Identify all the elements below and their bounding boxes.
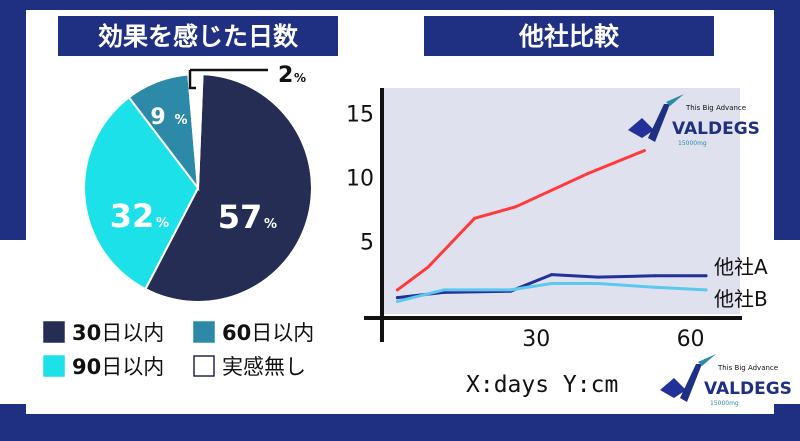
logo-dose: 15000mg: [678, 140, 707, 147]
y-tick-label-1: 5: [360, 230, 374, 255]
pie-value-suffix-1: %: [264, 217, 277, 232]
logo-dose: 15000mg: [710, 400, 739, 407]
legend-swatch-4: [193, 355, 215, 377]
legend-label-1: 30日以内: [72, 321, 164, 345]
comparison-title: 他社比較: [518, 22, 620, 51]
callout-suffix: %: [294, 71, 306, 85]
pie-title: 効果を感じた日数: [98, 22, 299, 51]
legend-number: 90: [72, 355, 101, 379]
pie-value-suffix-3: %: [175, 113, 188, 128]
series-2-point-5: [596, 275, 600, 279]
legend-number: 30: [72, 321, 101, 345]
series-3-point-3: [509, 288, 513, 292]
series-line-1: [395, 149, 646, 292]
logo-brand: VALDEGS: [672, 119, 760, 139]
logo-v-icon: [648, 104, 670, 142]
y-tick-label-2: 10: [346, 166, 374, 191]
logo-diamond-icon: [660, 378, 686, 398]
left-border: [0, 0, 26, 240]
x-tick-label-2: 60: [677, 327, 705, 352]
series-3-point-2: [442, 288, 446, 292]
logo-brand: VALDEGS: [704, 379, 792, 399]
legend-swatch-1: [43, 321, 65, 343]
series-1-point-3: [473, 216, 477, 220]
pie-title-banner: [58, 16, 338, 56]
logo-diamond-icon: [628, 118, 654, 138]
legend-text: 実感無し: [222, 355, 306, 379]
y-tick-label-3: 15: [346, 103, 374, 128]
series-2-point-6: [653, 274, 657, 278]
legend-swatch-3: [43, 355, 65, 377]
legend-text: 日以内: [251, 321, 314, 345]
legend-number: 60: [222, 321, 251, 345]
series-name-2: 他社A: [714, 255, 768, 279]
logo-v-icon: [680, 364, 702, 402]
callout-value: 2: [278, 63, 293, 88]
series-3-point-7: [704, 288, 708, 292]
series-1-point-1: [395, 288, 399, 292]
legend-text: 日以内: [101, 321, 164, 345]
pie-value-label-2: 32: [110, 197, 155, 235]
comparison-title-banner: [424, 16, 714, 56]
right-border: [774, 0, 800, 240]
legend-label-4: 実感無し: [222, 355, 306, 379]
series-3-point-1: [395, 299, 399, 303]
series-1-point-2: [426, 265, 430, 269]
pie-value-label-3: 9: [150, 105, 165, 130]
axes-units-note: X:days Y:cm: [466, 372, 618, 398]
logo-swoosh-icon: [698, 354, 716, 366]
series-name-3: 他社B: [714, 287, 768, 311]
series-2-point-1: [395, 296, 399, 300]
logo-bottom: This Big Advance VALDEGS 15000mg: [660, 354, 792, 407]
top-border: [0, 0, 800, 10]
logo-top: This Big Advance VALDEGS 15000mg: [628, 94, 760, 147]
series-3-point-4: [550, 282, 554, 285]
logo-swoosh-icon: [666, 94, 684, 106]
logo-tagline: This Big Advance: [685, 104, 746, 112]
logo-tagline: This Big Advance: [717, 364, 778, 372]
series-2-point-7: [704, 274, 708, 278]
legend-label-2: 60日以内: [222, 321, 314, 345]
pie-outline: [83, 73, 313, 303]
legend-text: 日以内: [101, 355, 164, 379]
series-1-point-5: [586, 172, 590, 176]
series-2-point-2: [442, 290, 446, 294]
series-3-point-6: [653, 285, 657, 289]
pie-chart: 57 %32 %9%: [83, 73, 313, 303]
legend-label-3: 90日以内: [72, 355, 164, 379]
callout-leader: [188, 70, 196, 90]
series-1-point-4: [514, 205, 518, 209]
series-2-point-4: [550, 273, 554, 277]
x-tick-label-1: 30: [522, 327, 550, 352]
series-1-point-6: [642, 149, 646, 153]
series-3-point-5: [596, 282, 600, 285]
pie-value-suffix-2: %: [156, 216, 169, 231]
line-chart: 5 10 15 30 60 他社A 他社B: [346, 103, 768, 352]
legend-swatch-2: [193, 321, 215, 343]
pie-value-label-1: 57: [218, 198, 263, 236]
